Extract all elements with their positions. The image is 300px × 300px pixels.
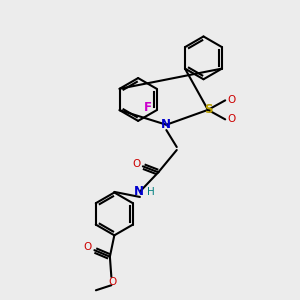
Text: O: O (132, 159, 140, 169)
Text: H: H (147, 187, 155, 196)
Text: S: S (204, 103, 212, 116)
Text: F: F (144, 101, 152, 114)
Text: N: N (134, 185, 143, 198)
Text: O: O (228, 114, 236, 124)
Text: O: O (228, 95, 236, 105)
Text: N: N (161, 118, 171, 131)
Text: O: O (84, 242, 92, 252)
Text: O: O (109, 277, 117, 287)
